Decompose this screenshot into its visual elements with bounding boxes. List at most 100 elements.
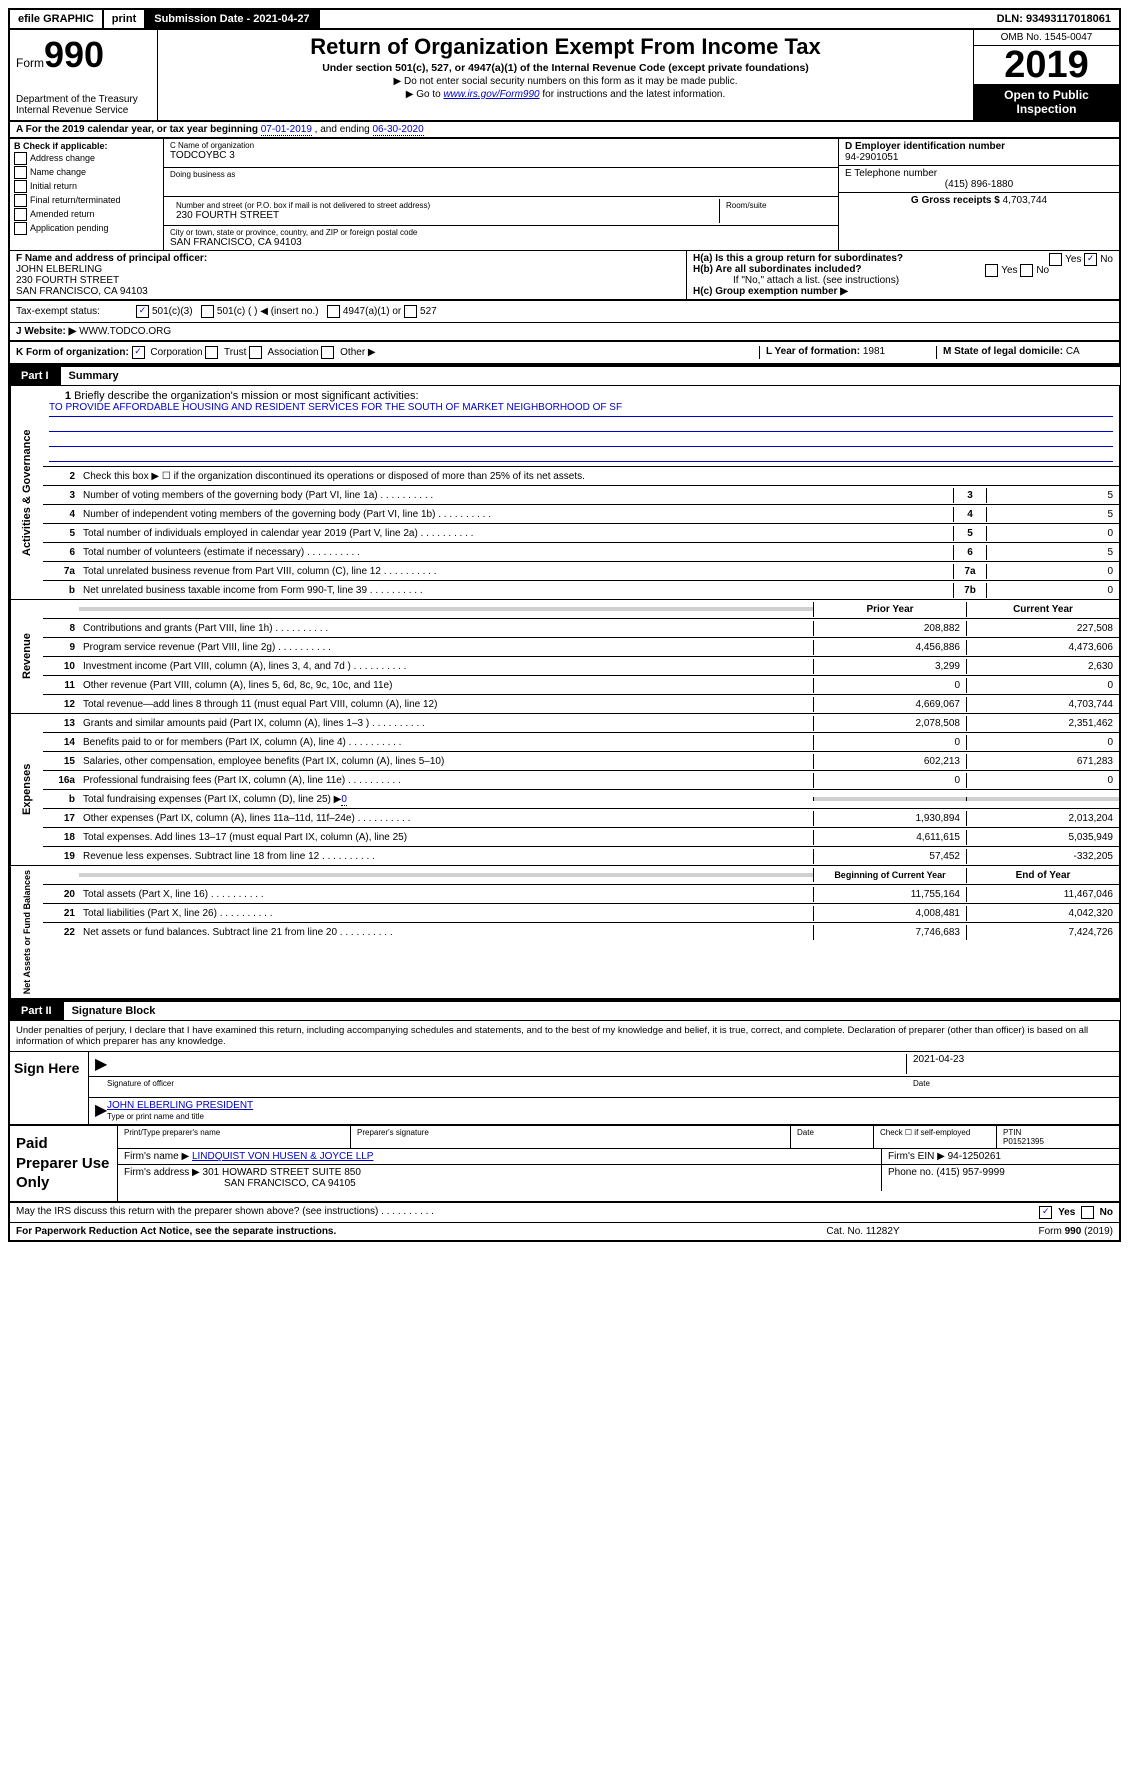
d-label: D Employer identification number bbox=[845, 141, 1113, 152]
officer-name-title[interactable]: JOHN ELBERLING PRESIDENT bbox=[107, 1100, 253, 1111]
l10-label: Investment income (Part VIII, column (A)… bbox=[79, 659, 813, 674]
subdate-label: Submission Date - bbox=[154, 13, 253, 25]
signature-block: Under penalties of perjury, I declare th… bbox=[8, 1021, 1121, 1126]
chk-initial-return[interactable] bbox=[14, 180, 27, 193]
firm-ein-label: Firm's EIN ▶ bbox=[888, 1151, 948, 1162]
chk-address-change[interactable] bbox=[14, 152, 27, 165]
l14-label: Benefits paid to or for members (Part IX… bbox=[79, 735, 813, 750]
city-state-zip: SAN FRANCISCO, CA 94103 bbox=[170, 237, 832, 248]
discuss-yes-label: Yes bbox=[1058, 1207, 1075, 1218]
chk-527[interactable] bbox=[404, 305, 417, 318]
ha-no[interactable] bbox=[1084, 253, 1097, 266]
hb-label: H(b) Are all subordinates included? bbox=[693, 264, 862, 275]
chk-501c[interactable] bbox=[201, 305, 214, 318]
l15-curr: 671,283 bbox=[966, 754, 1119, 769]
l7a-label: Total unrelated business revenue from Pa… bbox=[79, 564, 953, 579]
chk-4947[interactable] bbox=[327, 305, 340, 318]
discuss-row: May the IRS discuss this return with the… bbox=[8, 1203, 1121, 1223]
footer-form-post: (2019) bbox=[1081, 1226, 1113, 1237]
part2-title: Signature Block bbox=[64, 1002, 164, 1020]
opt-amended: Amended return bbox=[30, 209, 95, 219]
note-link: ▶ Go to www.irs.gov/Form990 for instruct… bbox=[162, 89, 969, 100]
efile-graphic-button[interactable]: efile GRAPHIC bbox=[10, 10, 104, 28]
hb-no[interactable] bbox=[1020, 264, 1033, 277]
l10-curr: 2,630 bbox=[966, 659, 1119, 674]
opt-501c3: 501(c)(3) bbox=[152, 306, 193, 317]
l22-curr: 7,424,726 bbox=[966, 925, 1119, 940]
l3-val: 5 bbox=[986, 488, 1119, 503]
chk-trust[interactable] bbox=[205, 346, 218, 359]
l9-prior: 4,456,886 bbox=[813, 640, 966, 655]
l14-curr: 0 bbox=[966, 735, 1119, 750]
l12-curr: 4,703,744 bbox=[966, 697, 1119, 712]
end-year-header: End of Year bbox=[966, 868, 1119, 883]
chk-name-change[interactable] bbox=[14, 166, 27, 179]
col-f: F Name and address of principal officer:… bbox=[10, 251, 686, 299]
tax-label: Tax-exempt status: bbox=[16, 306, 136, 317]
paid-preparer-label: Paid Preparer Use Only bbox=[10, 1126, 117, 1201]
cat-no: Cat. No. 11282Y bbox=[763, 1226, 963, 1237]
form-header: Form990 Department of the Treasury Inter… bbox=[8, 30, 1121, 122]
chk-app-pending[interactable] bbox=[14, 222, 27, 235]
discuss-no[interactable] bbox=[1081, 1206, 1094, 1219]
dln-value: 93493117018061 bbox=[1026, 13, 1111, 25]
opt-final: Final return/terminated bbox=[30, 195, 121, 205]
sign-here-label: Sign Here bbox=[10, 1052, 88, 1124]
opt-4947: 4947(a)(1) or bbox=[343, 306, 401, 317]
addr-label: Number and street (or P.O. box if mail i… bbox=[176, 201, 713, 210]
l11-prior: 0 bbox=[813, 678, 966, 693]
l13-curr: 2,351,462 bbox=[966, 716, 1119, 731]
b-label: B Check if applicable: bbox=[14, 141, 159, 151]
submission-date: Submission Date - 2021-04-27 bbox=[146, 10, 319, 28]
ptin: P01521395 bbox=[1003, 1137, 1113, 1146]
opt-527: 527 bbox=[420, 306, 437, 317]
chk-other[interactable] bbox=[321, 346, 334, 359]
l21-curr: 4,042,320 bbox=[966, 906, 1119, 921]
m-label: M State of legal domicile: bbox=[943, 346, 1066, 357]
hb-yes[interactable] bbox=[985, 264, 998, 277]
dln: DLN: 93493117018061 bbox=[989, 10, 1119, 28]
l3-label: Number of voting members of the governin… bbox=[79, 488, 953, 503]
opt-assoc: Association bbox=[267, 347, 318, 358]
current-year-header: Current Year bbox=[966, 602, 1119, 617]
l16a-label: Professional fundraising fees (Part IX, … bbox=[79, 773, 813, 788]
l6-val: 5 bbox=[986, 545, 1119, 560]
header-right: OMB No. 1545-0047 2019 Open to Public In… bbox=[973, 30, 1119, 120]
firm-name[interactable]: LINDQUIST VON HUSEN & JOYCE LLP bbox=[192, 1151, 374, 1162]
row-fh: F Name and address of principal officer:… bbox=[8, 251, 1121, 301]
gross-receipts: 4,703,744 bbox=[1003, 195, 1048, 206]
l18-prior: 4,611,615 bbox=[813, 830, 966, 845]
l15-prior: 602,213 bbox=[813, 754, 966, 769]
chk-final-return[interactable] bbox=[14, 194, 27, 207]
l19-curr: -332,205 bbox=[966, 849, 1119, 864]
side-expenses: Expenses bbox=[10, 714, 43, 865]
section-bc: B Check if applicable: Address change Na… bbox=[8, 139, 1121, 251]
l16b-label: Total fundraising expenses (Part IX, col… bbox=[83, 794, 341, 805]
form-subtitle: Under section 501(c), 527, or 4947(a)(1)… bbox=[162, 62, 969, 74]
chk-assoc[interactable] bbox=[249, 346, 262, 359]
chk-amended[interactable] bbox=[14, 208, 27, 221]
beg-year-header: Beginning of Current Year bbox=[813, 868, 966, 882]
dba-label: Doing business as bbox=[170, 170, 832, 179]
form-title: Return of Organization Exempt From Incom… bbox=[162, 34, 969, 60]
l20-prior: 11,755,164 bbox=[813, 887, 966, 902]
c-name-label: C Name of organization bbox=[170, 141, 832, 150]
a-end: 06-30-2020 bbox=[373, 124, 424, 136]
l6-label: Total number of volunteers (estimate if … bbox=[79, 545, 953, 560]
l16a-curr: 0 bbox=[966, 773, 1119, 788]
street-address: 230 FOURTH STREET bbox=[176, 210, 713, 221]
irs-link[interactable]: www.irs.gov/Form990 bbox=[443, 89, 539, 100]
l10-prior: 3,299 bbox=[813, 659, 966, 674]
e-label: E Telephone number bbox=[845, 168, 1113, 179]
website: WWW.TODCO.ORG bbox=[79, 326, 171, 337]
l20-curr: 11,467,046 bbox=[966, 887, 1119, 902]
l8-prior: 208,882 bbox=[813, 621, 966, 636]
j-label: J Website: ▶ bbox=[16, 326, 76, 337]
officer-name: JOHN ELBERLING bbox=[16, 264, 102, 275]
ha-yes[interactable] bbox=[1049, 253, 1062, 266]
tax-year: 2019 bbox=[974, 46, 1119, 84]
chk-corp[interactable] bbox=[132, 346, 145, 359]
l16a-prior: 0 bbox=[813, 773, 966, 788]
print-button[interactable]: print bbox=[104, 10, 146, 28]
discuss-yes[interactable] bbox=[1039, 1206, 1052, 1219]
